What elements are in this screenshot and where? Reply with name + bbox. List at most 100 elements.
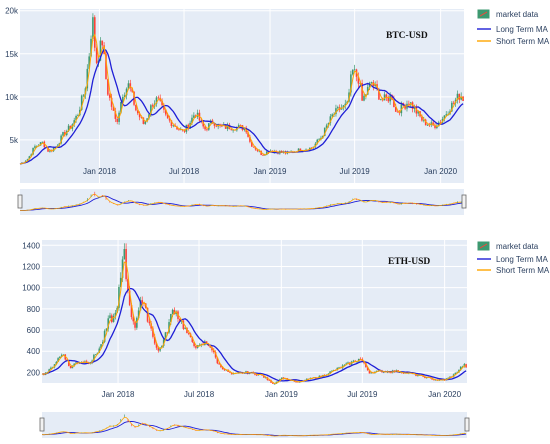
btc-candle <box>215 125 218 127</box>
btc-x-tick-label: Jan 2020 <box>424 167 457 176</box>
eth-candle <box>205 341 208 344</box>
btc-candle <box>243 127 246 130</box>
btc-candle <box>101 40 104 46</box>
btc-candle <box>136 110 139 114</box>
btc-candle <box>256 149 259 151</box>
btc-candle <box>323 127 326 137</box>
eth-candle <box>128 290 131 306</box>
eth-candle <box>447 377 450 379</box>
btc-candle <box>329 116 332 124</box>
eth-candle <box>137 310 140 318</box>
eth-candle <box>168 322 170 333</box>
eth-candle <box>399 372 401 373</box>
btc-candle <box>67 125 70 132</box>
btc-legend[interactable]: market data Long Term MA Short Term MA <box>477 9 550 46</box>
eth-legend-market[interactable]: market data <box>477 241 539 251</box>
eth-candle <box>218 363 220 365</box>
eth-legend-long[interactable]: Long Term MA <box>477 255 549 264</box>
btc-candle <box>325 125 328 128</box>
btc-candle <box>138 113 141 118</box>
btc-candle <box>237 125 240 127</box>
eth-candle <box>73 363 76 366</box>
eth-candle <box>157 347 160 351</box>
eth-candle <box>107 318 110 329</box>
eth-candle <box>263 375 265 378</box>
eth-candle <box>93 354 95 361</box>
btc-candle <box>30 154 33 157</box>
eth-x-tick-label: Jan 2020 <box>428 390 461 399</box>
btc-candle <box>112 106 115 111</box>
btc-candle <box>127 83 130 89</box>
btc-legend-short[interactable]: Short Term MA <box>477 37 550 46</box>
btc-candle <box>88 56 90 69</box>
btc-range-slider[interactable] <box>17 189 467 215</box>
eth-candle <box>182 320 185 329</box>
btc-candle <box>267 151 270 153</box>
eth-y-tick-label: 1200 <box>22 262 40 271</box>
btc-x-axis: Jan 2018 Jul 2018 Jan 2019 Jul 2019 Jan 2020 <box>83 167 458 176</box>
btc-candle <box>163 105 165 110</box>
btc-candle <box>64 132 66 136</box>
btc-candle <box>155 97 158 104</box>
eth-candle <box>216 357 219 364</box>
eth-chart: 200 400 600 800 1000 1200 1400 Jan 2018 Jul 201… <box>22 240 470 438</box>
eth-candle <box>366 367 369 371</box>
eth-candle <box>60 355 63 357</box>
btc-candle <box>314 143 317 147</box>
eth-candle <box>416 375 419 377</box>
eth-candle <box>170 313 172 323</box>
btc-candle <box>193 115 195 118</box>
btc-x-tick-label: Jul 2018 <box>169 167 200 176</box>
eth-range-handle-left[interactable] <box>39 417 45 432</box>
btc-range-slider-bg <box>20 189 464 215</box>
eth-candle <box>184 327 186 329</box>
eth-candle <box>347 362 349 364</box>
btc-candle <box>421 116 423 121</box>
btc-candle <box>105 54 107 80</box>
btc-candle <box>32 147 34 155</box>
btc-candle <box>75 115 77 121</box>
eth-y-tick-label: 1400 <box>22 241 40 250</box>
eth-range-slider-bg <box>42 412 467 438</box>
btc-candle <box>125 88 128 96</box>
eth-candle <box>62 354 65 356</box>
btc-candle <box>344 103 347 106</box>
eth-candle <box>223 369 226 371</box>
eth-candle <box>57 358 59 362</box>
eth-candle <box>94 354 97 356</box>
eth-candle <box>50 367 52 370</box>
eth-candle <box>68 360 70 367</box>
btc-candle <box>49 150 51 152</box>
eth-candle <box>148 321 151 324</box>
eth-legend-short[interactable]: Short Term MA <box>477 266 550 275</box>
btc-legend-market-label: market data <box>496 10 539 19</box>
btc-candle <box>151 105 154 107</box>
btc-candle <box>423 119 425 121</box>
btc-candle <box>335 108 337 115</box>
btc-range-handle-left[interactable] <box>17 194 23 209</box>
eth-candle <box>273 383 276 385</box>
eth-candle <box>134 321 136 328</box>
btc-candle <box>353 69 356 71</box>
eth-legend[interactable]: market data Long Term MA Short Term MA <box>477 241 550 275</box>
eth-short-ma-line <box>41 261 467 384</box>
btc-candle <box>247 132 249 137</box>
btc-legend-long[interactable]: Long Term MA <box>477 25 549 34</box>
eth-y-tick-label: 800 <box>27 305 41 314</box>
eth-range-handle-right[interactable] <box>464 417 470 432</box>
btc-range-handle-right[interactable] <box>461 194 467 209</box>
btc-legend-market[interactable]: market data <box>477 9 539 19</box>
btc-candle <box>232 129 234 131</box>
btc-candle <box>120 101 122 113</box>
eth-candle <box>171 309 174 314</box>
eth-candle <box>139 300 142 311</box>
eth-candle <box>152 328 154 337</box>
btc-candle <box>41 141 44 143</box>
eth-range-slider[interactable] <box>39 412 470 438</box>
eth-candle <box>121 259 124 278</box>
btc-candle <box>351 69 354 75</box>
btc-candle <box>90 38 92 57</box>
eth-candle <box>55 361 58 365</box>
eth-candle <box>214 352 217 358</box>
btc-candle <box>385 94 388 97</box>
